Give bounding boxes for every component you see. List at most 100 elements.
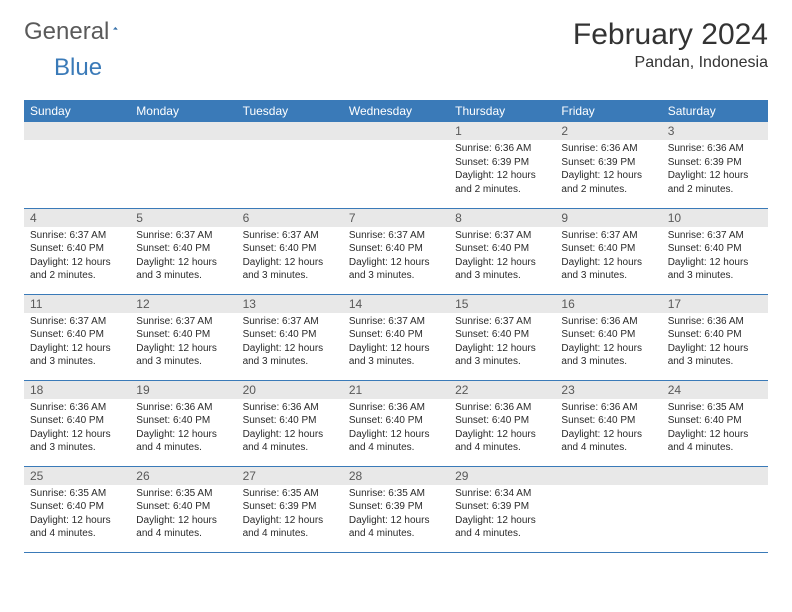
calendar-cell: 11Sunrise: 6:37 AMSunset: 6:40 PMDayligh…	[24, 294, 130, 380]
day-number: 1	[449, 122, 555, 140]
calendar-cell: 18Sunrise: 6:36 AMSunset: 6:40 PMDayligh…	[24, 380, 130, 466]
location: Pandan, Indonesia	[573, 54, 768, 72]
day-details: Sunrise: 6:35 AMSunset: 6:40 PMDaylight:…	[24, 485, 130, 545]
day-number: 16	[555, 295, 661, 313]
day-details: Sunrise: 6:36 AMSunset: 6:40 PMDaylight:…	[662, 313, 768, 373]
calendar-cell: 24Sunrise: 6:35 AMSunset: 6:40 PMDayligh…	[662, 380, 768, 466]
calendar-cell: 17Sunrise: 6:36 AMSunset: 6:40 PMDayligh…	[662, 294, 768, 380]
empty-day-number	[662, 467, 768, 485]
weekday-header: Sunday	[24, 100, 130, 122]
day-details: Sunrise: 6:35 AMSunset: 6:40 PMDaylight:…	[662, 399, 768, 459]
calendar-row: 25Sunrise: 6:35 AMSunset: 6:40 PMDayligh…	[24, 466, 768, 552]
calendar-cell: 27Sunrise: 6:35 AMSunset: 6:39 PMDayligh…	[237, 466, 343, 552]
empty-day-number	[130, 122, 236, 140]
day-details: Sunrise: 6:37 AMSunset: 6:40 PMDaylight:…	[343, 227, 449, 287]
calendar-cell: 19Sunrise: 6:36 AMSunset: 6:40 PMDayligh…	[130, 380, 236, 466]
day-number: 13	[237, 295, 343, 313]
calendar-cell: 8Sunrise: 6:37 AMSunset: 6:40 PMDaylight…	[449, 208, 555, 294]
calendar-cell: 21Sunrise: 6:36 AMSunset: 6:40 PMDayligh…	[343, 380, 449, 466]
calendar-cell	[662, 466, 768, 552]
day-number: 2	[555, 122, 661, 140]
day-number: 9	[555, 209, 661, 227]
empty-day-number	[24, 122, 130, 140]
calendar-cell: 28Sunrise: 6:35 AMSunset: 6:39 PMDayligh…	[343, 466, 449, 552]
empty-day-number	[343, 122, 449, 140]
day-number: 15	[449, 295, 555, 313]
day-details: Sunrise: 6:36 AMSunset: 6:40 PMDaylight:…	[237, 399, 343, 459]
empty-day-number	[237, 122, 343, 140]
calendar-cell: 2Sunrise: 6:36 AMSunset: 6:39 PMDaylight…	[555, 122, 661, 208]
weekday-header: Saturday	[662, 100, 768, 122]
calendar-cell: 15Sunrise: 6:37 AMSunset: 6:40 PMDayligh…	[449, 294, 555, 380]
calendar-cell: 7Sunrise: 6:37 AMSunset: 6:40 PMDaylight…	[343, 208, 449, 294]
day-number: 14	[343, 295, 449, 313]
day-details: Sunrise: 6:37 AMSunset: 6:40 PMDaylight:…	[237, 227, 343, 287]
calendar-cell: 29Sunrise: 6:34 AMSunset: 6:39 PMDayligh…	[449, 466, 555, 552]
day-number: 17	[662, 295, 768, 313]
weekday-header: Thursday	[449, 100, 555, 122]
day-details: Sunrise: 6:37 AMSunset: 6:40 PMDaylight:…	[449, 227, 555, 287]
calendar-cell: 3Sunrise: 6:36 AMSunset: 6:39 PMDaylight…	[662, 122, 768, 208]
calendar-row: 1Sunrise: 6:36 AMSunset: 6:39 PMDaylight…	[24, 122, 768, 208]
title-block: February 2024 Pandan, Indonesia	[573, 18, 768, 72]
calendar-table: SundayMondayTuesdayWednesdayThursdayFrid…	[24, 100, 768, 553]
day-number: 24	[662, 381, 768, 399]
calendar-cell: 9Sunrise: 6:37 AMSunset: 6:40 PMDaylight…	[555, 208, 661, 294]
day-details: Sunrise: 6:37 AMSunset: 6:40 PMDaylight:…	[24, 313, 130, 373]
calendar-cell: 6Sunrise: 6:37 AMSunset: 6:40 PMDaylight…	[237, 208, 343, 294]
day-details: Sunrise: 6:36 AMSunset: 6:40 PMDaylight:…	[24, 399, 130, 459]
day-number: 7	[343, 209, 449, 227]
logo-text-blue: Blue	[54, 54, 102, 81]
day-details: Sunrise: 6:36 AMSunset: 6:40 PMDaylight:…	[130, 399, 236, 459]
calendar-cell	[130, 122, 236, 208]
day-details: Sunrise: 6:37 AMSunset: 6:40 PMDaylight:…	[555, 227, 661, 287]
day-number: 20	[237, 381, 343, 399]
logo-triangle-icon	[113, 19, 118, 37]
day-details: Sunrise: 6:36 AMSunset: 6:39 PMDaylight:…	[662, 140, 768, 200]
day-number: 29	[449, 467, 555, 485]
calendar-cell: 22Sunrise: 6:36 AMSunset: 6:40 PMDayligh…	[449, 380, 555, 466]
calendar-cell: 23Sunrise: 6:36 AMSunset: 6:40 PMDayligh…	[555, 380, 661, 466]
calendar-cell	[555, 466, 661, 552]
day-number: 3	[662, 122, 768, 140]
day-details: Sunrise: 6:36 AMSunset: 6:39 PMDaylight:…	[555, 140, 661, 200]
day-details: Sunrise: 6:36 AMSunset: 6:40 PMDaylight:…	[449, 399, 555, 459]
day-details: Sunrise: 6:35 AMSunset: 6:40 PMDaylight:…	[130, 485, 236, 545]
calendar-cell: 16Sunrise: 6:36 AMSunset: 6:40 PMDayligh…	[555, 294, 661, 380]
day-details: Sunrise: 6:34 AMSunset: 6:39 PMDaylight:…	[449, 485, 555, 545]
logo: General	[24, 18, 141, 46]
weekday-header: Wednesday	[343, 100, 449, 122]
day-number: 26	[130, 467, 236, 485]
day-number: 11	[24, 295, 130, 313]
day-details: Sunrise: 6:36 AMSunset: 6:40 PMDaylight:…	[343, 399, 449, 459]
day-number: 27	[237, 467, 343, 485]
calendar-row: 4Sunrise: 6:37 AMSunset: 6:40 PMDaylight…	[24, 208, 768, 294]
calendar-cell: 20Sunrise: 6:36 AMSunset: 6:40 PMDayligh…	[237, 380, 343, 466]
calendar-cell: 12Sunrise: 6:37 AMSunset: 6:40 PMDayligh…	[130, 294, 236, 380]
day-details: Sunrise: 6:36 AMSunset: 6:40 PMDaylight:…	[555, 399, 661, 459]
day-details: Sunrise: 6:37 AMSunset: 6:40 PMDaylight:…	[662, 227, 768, 287]
calendar-cell: 13Sunrise: 6:37 AMSunset: 6:40 PMDayligh…	[237, 294, 343, 380]
day-number: 19	[130, 381, 236, 399]
day-details: Sunrise: 6:36 AMSunset: 6:40 PMDaylight:…	[555, 313, 661, 373]
day-number: 10	[662, 209, 768, 227]
logo-text-general: General	[24, 18, 109, 46]
day-number: 8	[449, 209, 555, 227]
day-details: Sunrise: 6:37 AMSunset: 6:40 PMDaylight:…	[343, 313, 449, 373]
day-number: 23	[555, 381, 661, 399]
calendar-cell	[24, 122, 130, 208]
calendar-cell	[237, 122, 343, 208]
calendar-row: 18Sunrise: 6:36 AMSunset: 6:40 PMDayligh…	[24, 380, 768, 466]
day-details: Sunrise: 6:37 AMSunset: 6:40 PMDaylight:…	[449, 313, 555, 373]
day-details: Sunrise: 6:37 AMSunset: 6:40 PMDaylight:…	[237, 313, 343, 373]
calendar-cell: 26Sunrise: 6:35 AMSunset: 6:40 PMDayligh…	[130, 466, 236, 552]
weekday-header-row: SundayMondayTuesdayWednesdayThursdayFrid…	[24, 100, 768, 122]
header: General February 2024 Pandan, Indonesia	[24, 18, 768, 72]
empty-day-number	[555, 467, 661, 485]
calendar-cell: 4Sunrise: 6:37 AMSunset: 6:40 PMDaylight…	[24, 208, 130, 294]
calendar-cell: 14Sunrise: 6:37 AMSunset: 6:40 PMDayligh…	[343, 294, 449, 380]
calendar-cell: 25Sunrise: 6:35 AMSunset: 6:40 PMDayligh…	[24, 466, 130, 552]
weekday-header: Monday	[130, 100, 236, 122]
day-number: 22	[449, 381, 555, 399]
weekday-header: Tuesday	[237, 100, 343, 122]
